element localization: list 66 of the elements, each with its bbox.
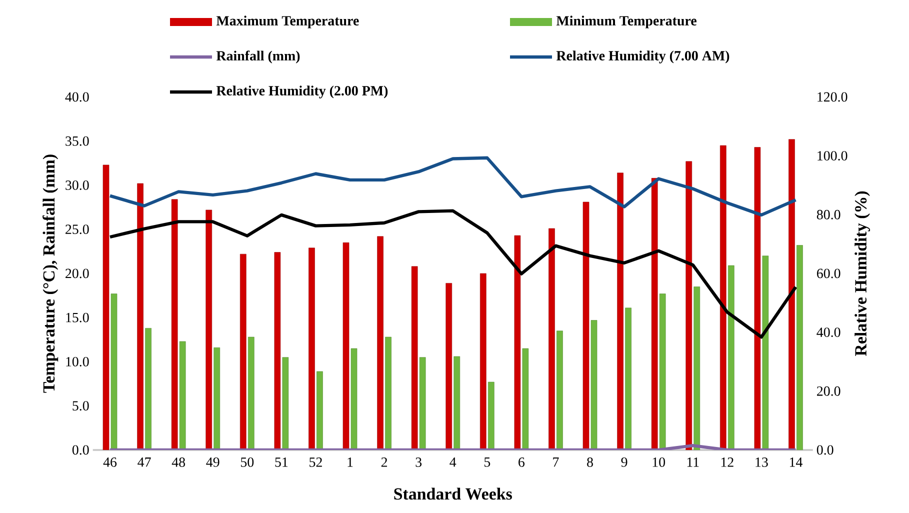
x-tick-label: 6: [518, 458, 525, 467]
x-tick-label: 49: [206, 458, 220, 467]
bar: [411, 266, 418, 450]
x-tick-label: 7: [553, 457, 559, 467]
x-tick-label: 51: [275, 457, 288, 467]
bar: [556, 330, 563, 450]
legend-label: Maximum Temperature: [216, 16, 359, 28]
line-series: [108, 156, 798, 217]
bar: [240, 254, 246, 450]
x-axis-title: Standard Weeks: [394, 488, 512, 500]
x-tick-label: 1: [348, 457, 353, 467]
bar: [796, 245, 803, 450]
y-tick-label: 30.0: [66, 180, 89, 190]
legend-label: Rainfall (mm): [216, 50, 300, 64]
x-tick-label: 46: [103, 458, 117, 467]
y2-tick-label: 100.0: [818, 151, 848, 161]
y2-tick-label: 20.0: [816, 386, 840, 396]
y2-tick-label: 120.0: [818, 92, 848, 102]
y-tick-label: 25.0: [66, 224, 89, 234]
x-tick-label: 48: [172, 458, 186, 467]
bar: [385, 336, 392, 450]
bar: [171, 199, 178, 450]
y-tick-label: 5.0: [72, 401, 89, 411]
bar: [145, 328, 152, 450]
line-series: [108, 209, 798, 339]
legend-label: Minimum Temperature: [556, 16, 696, 28]
y2-tick-label: 60.0: [816, 268, 840, 278]
y-tick-label: 40.0: [65, 92, 89, 102]
bar: [625, 308, 632, 450]
y-tick-label: 20.0: [66, 268, 89, 278]
bar: [214, 347, 220, 450]
bar: [206, 210, 212, 450]
bar: [480, 273, 486, 450]
x-tick-label: 13: [756, 458, 768, 467]
y-tick-label: 35.0: [66, 136, 89, 146]
bar: [377, 236, 384, 450]
x-tick-label: 12: [721, 458, 734, 467]
x-tick-label: 9: [621, 458, 628, 467]
bar: [419, 357, 426, 450]
legend-label: Relative Humidity (7.00 AM): [556, 50, 730, 64]
y2-tick-label: 0.0: [816, 445, 834, 455]
x-tick-label: 14: [790, 457, 802, 467]
bar: [308, 248, 315, 450]
x-tick-label: 3: [416, 458, 422, 467]
legend-label: Relative Humidity (2.00 PM): [216, 86, 388, 98]
y2-axis-title: Relative Humidity (%): [854, 191, 870, 356]
y2-tick-label: 80.0: [816, 210, 840, 220]
y-tick-label: 15.0: [66, 312, 89, 322]
bar: [446, 283, 452, 450]
x-tick-label: 11: [687, 457, 699, 467]
y2-tick-label: 40.0: [816, 328, 840, 338]
x-tick-label: 4: [450, 457, 456, 467]
bar: [179, 341, 186, 450]
y-tick-label: 10.0: [66, 356, 89, 366]
x-tick-label: 2: [381, 458, 388, 467]
x-tick-label: 47: [138, 457, 151, 467]
bar: [659, 294, 666, 450]
x-tick-label: 10: [652, 458, 666, 467]
bar: [454, 356, 460, 450]
x-tick-label: 5: [484, 457, 490, 467]
x-tick-label: 50: [240, 458, 254, 467]
x-tick-label: 52: [310, 458, 322, 467]
bar: [248, 336, 254, 450]
y-tick-label: 0.0: [72, 445, 89, 455]
x-tick-label: 8: [587, 458, 593, 467]
y-axis-title: Temperature (°C), Rainfall (mm): [42, 154, 58, 393]
